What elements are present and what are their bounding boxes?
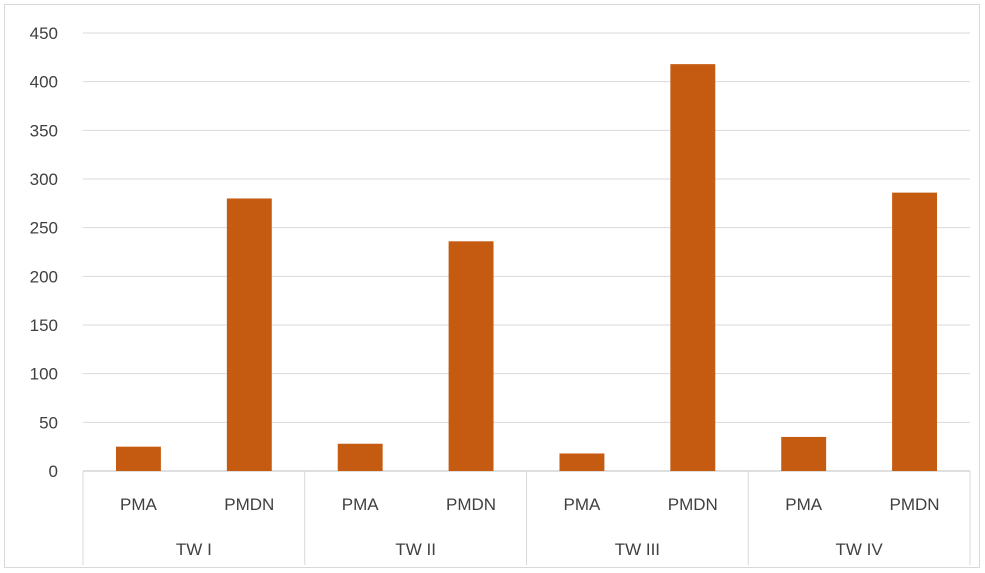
bar-pma-4 xyxy=(781,436,827,471)
group-label: TW II xyxy=(395,540,436,559)
category-label: PMDN xyxy=(668,495,718,514)
y-tick-label: 300 xyxy=(30,170,58,189)
bars xyxy=(115,64,938,472)
bar-pma-2 xyxy=(337,443,383,471)
bar-pmdn-4 xyxy=(892,192,938,472)
category-label: PMA xyxy=(342,495,380,514)
y-tick-label: 100 xyxy=(30,365,58,384)
category-label: PMDN xyxy=(224,495,274,514)
x-axis-labels: PMA PMDN TW I PMA PMDN TW II PMA PMDN TW III PMA P… xyxy=(120,495,940,559)
group-label: TW III xyxy=(615,540,660,559)
category-label: PMDN xyxy=(446,495,496,514)
category-label: PMA xyxy=(785,495,823,514)
group-label: TW IV xyxy=(836,540,884,559)
y-tick-label: 50 xyxy=(39,413,58,432)
y-tick-label: 150 xyxy=(30,316,58,335)
y-tick-label: 0 xyxy=(49,462,58,481)
gridlines xyxy=(82,32,971,565)
category-label: PMA xyxy=(120,495,158,514)
bar-pmdn-2 xyxy=(448,241,494,471)
category-label: PMDN xyxy=(890,495,940,514)
y-tick-label: 400 xyxy=(30,73,58,92)
bar-pmdn-3 xyxy=(670,64,716,471)
group-label: TW I xyxy=(176,540,212,559)
y-tick-label: 350 xyxy=(30,121,58,140)
y-tick-label: 450 xyxy=(30,24,58,43)
y-tick-label: 200 xyxy=(30,267,58,286)
y-tick-label: 250 xyxy=(30,219,58,238)
category-label: PMA xyxy=(564,495,602,514)
bar-pma-1 xyxy=(115,446,161,471)
bar-pma-3 xyxy=(559,453,605,471)
y-axis-tick-labels: 0 50 100 150 200 250 300 350 400 450 xyxy=(30,24,58,481)
bar-pmdn-1 xyxy=(226,198,272,471)
